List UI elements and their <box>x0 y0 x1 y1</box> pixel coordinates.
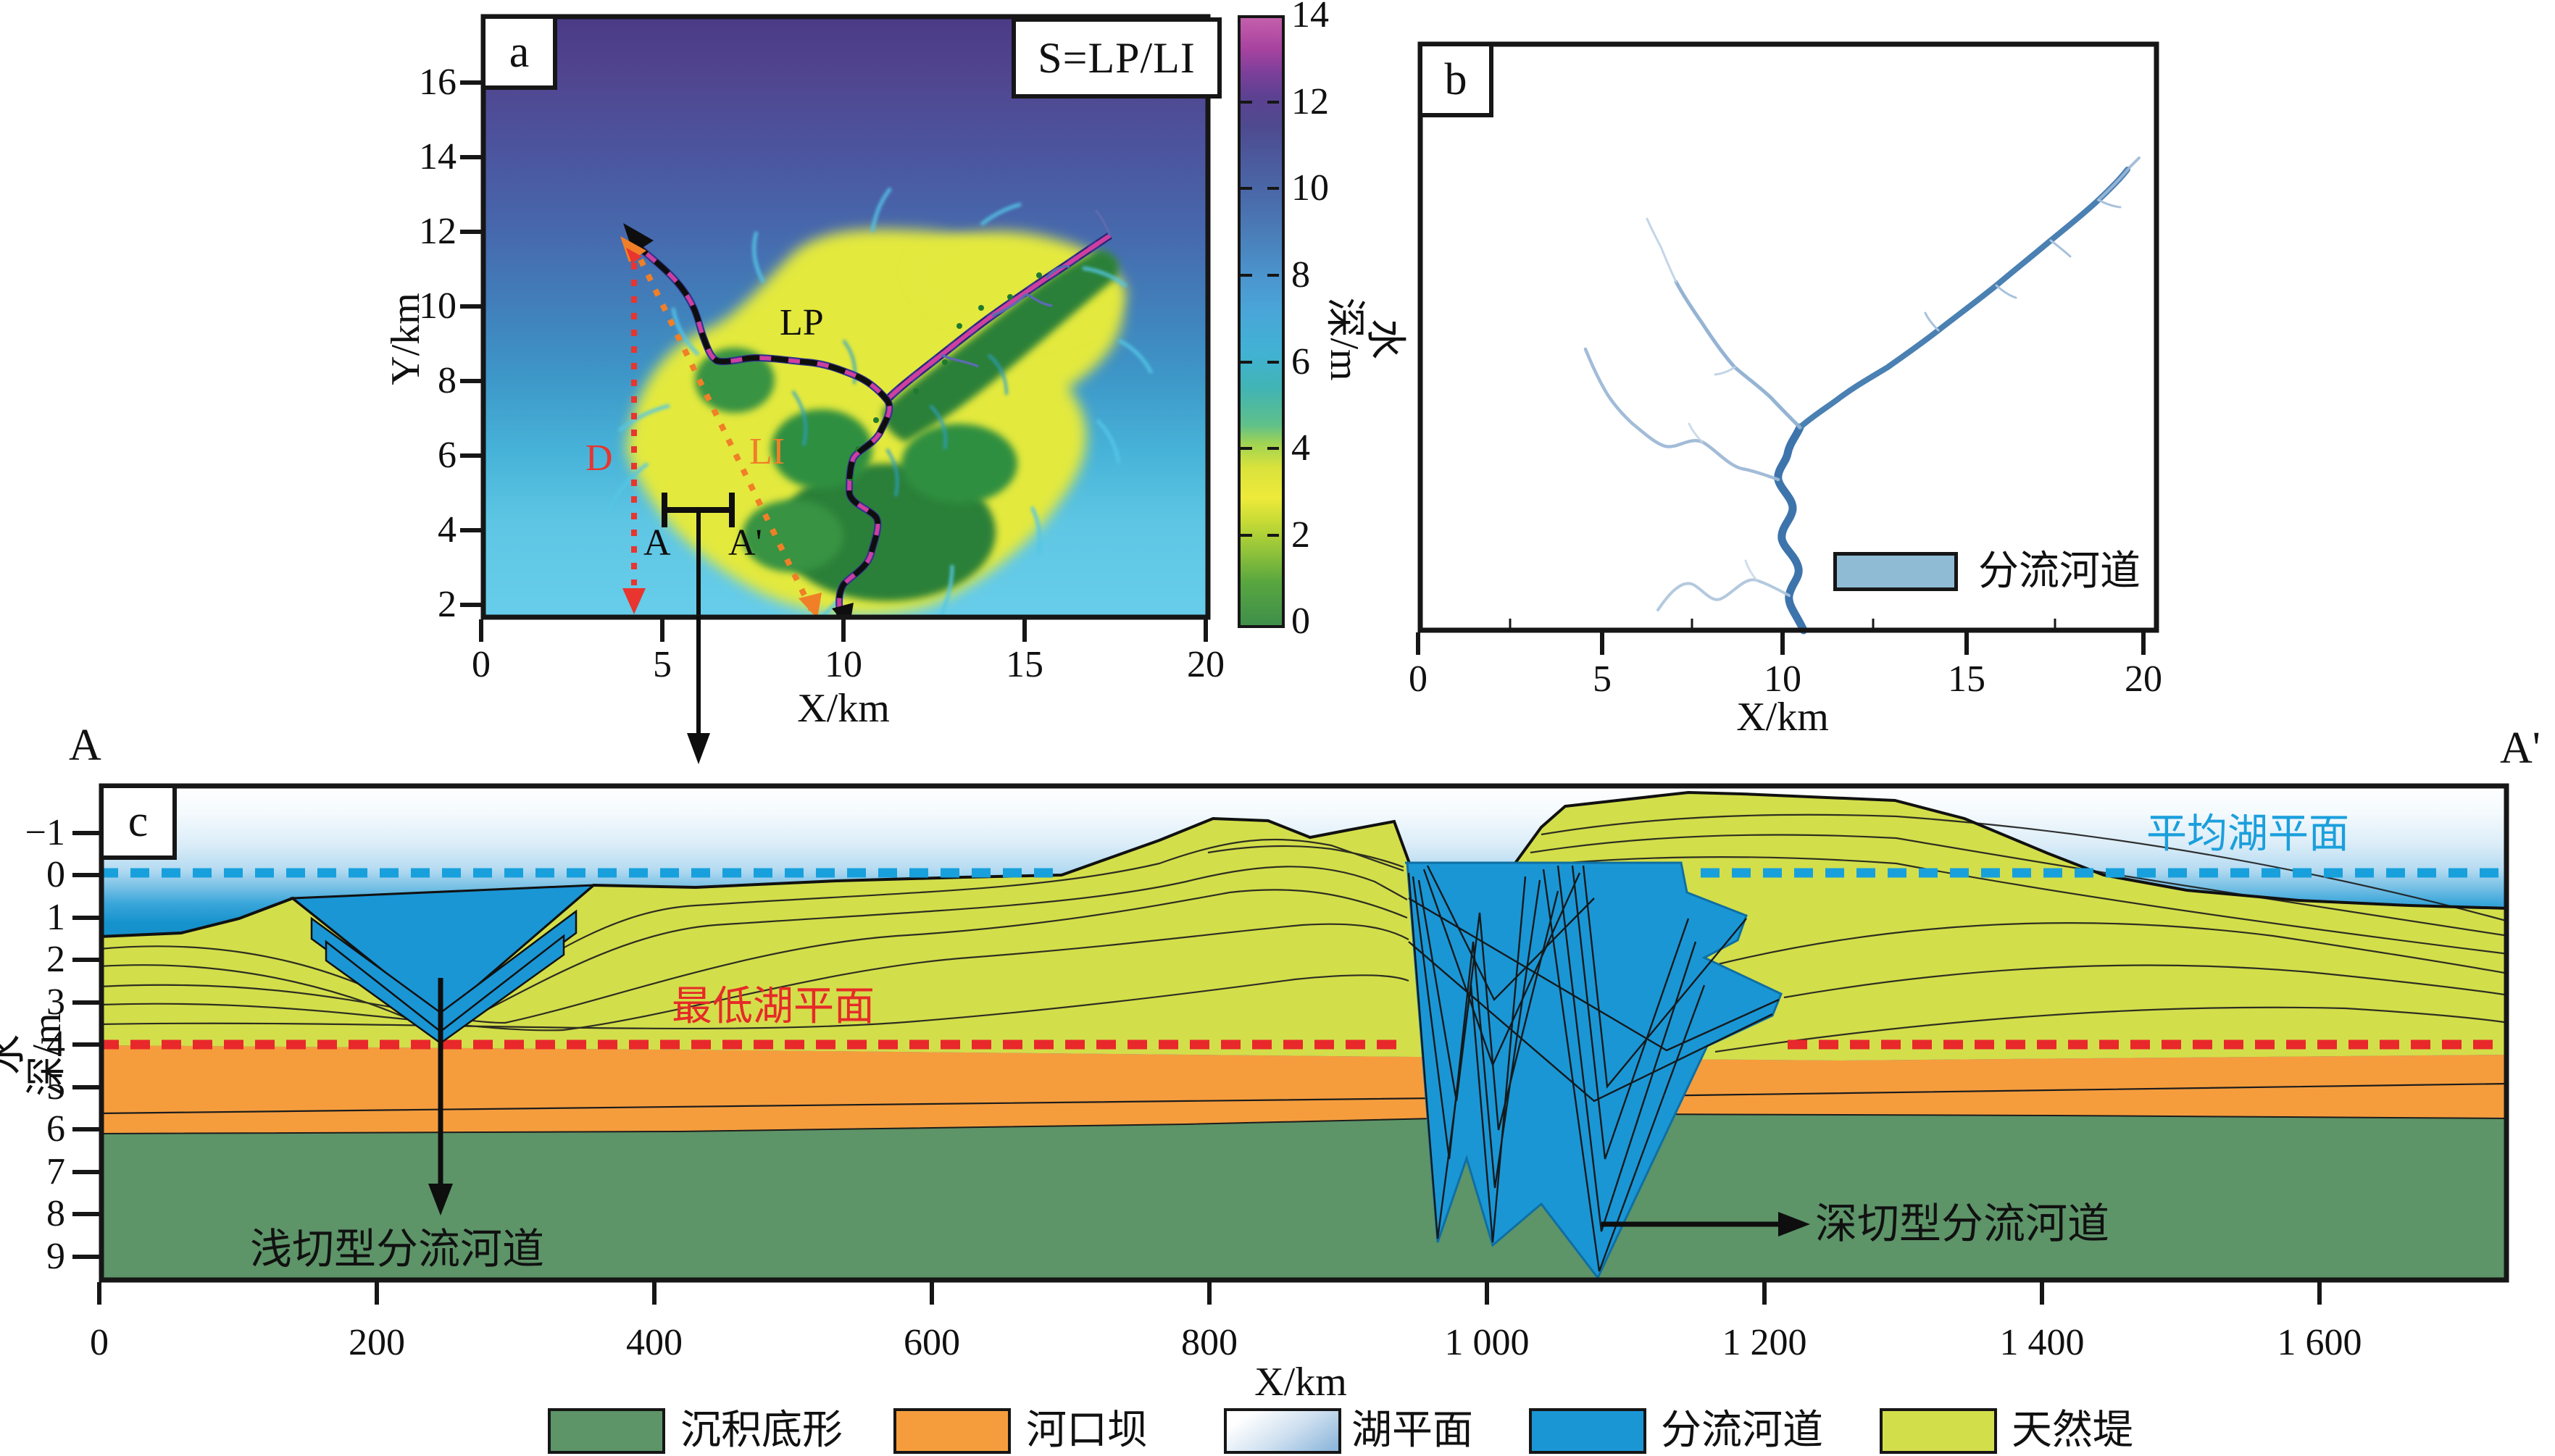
colorbar-tick-4: 6 <box>1291 341 1310 382</box>
transect-a-label: A <box>643 522 671 564</box>
panel-b-map <box>1416 41 2159 655</box>
colorbar <box>1238 15 1285 628</box>
panel-a-xlabel: X/km <box>797 686 890 731</box>
panel-b-xtick-1: 5 <box>1593 658 1612 700</box>
panel-a-ytick-0: 16 <box>419 62 457 103</box>
lp-label: LP <box>780 302 824 343</box>
panel-b-legend-label: 分流河道 <box>1978 549 2141 594</box>
panel-c-ytick-7: 6 <box>46 1108 65 1150</box>
colorbar-tick-7: 0 <box>1291 601 1310 642</box>
panel-c-xtick-5: 1 000 <box>1444 1322 1530 1363</box>
panel-c-xtick-1: 200 <box>349 1322 405 1363</box>
panel-c-ytick-5: 4 <box>46 1024 65 1065</box>
colorbar-tickmark-right-5 <box>1267 447 1279 450</box>
panel-a-ytick-3: 10 <box>419 285 457 327</box>
panel-c-ytick-4: 3 <box>46 982 65 1023</box>
panel-b-xtick-2: 10 <box>1764 658 1801 700</box>
legend-label-2: 湖平面 <box>1351 1408 1473 1453</box>
panel-a-tag-box: a <box>481 14 557 90</box>
panel-c-xtick-4: 800 <box>1181 1322 1238 1363</box>
deep-channel-label: 深切型分流河道 <box>1815 1200 2110 1247</box>
panel-a-map <box>460 14 1211 642</box>
panel-b-legend-swatch <box>1833 552 1958 591</box>
panel-a-xtick-4: 20 <box>1187 644 1225 685</box>
panel-c-tag: c <box>128 797 149 846</box>
panel-b-xtick-4: 20 <box>2125 658 2162 700</box>
colorbar-tick-5: 4 <box>1291 427 1310 469</box>
panel-a-ytick-6: 4 <box>438 509 457 551</box>
legend-swatch-3 <box>1529 1408 1646 1454</box>
panel-a-formula: S=LP/LI <box>1038 33 1196 82</box>
colorbar-label: 水深/m <box>1322 297 1407 381</box>
legend-label-3: 分流河道 <box>1661 1408 1823 1453</box>
section-start-label: A <box>69 721 101 770</box>
panel-b-tag: b <box>1444 54 1467 104</box>
panel-b-xtick-3: 15 <box>1948 658 1985 700</box>
panel-c-xtick-8: 1 600 <box>2277 1322 2362 1363</box>
panel-a-tag: a <box>509 27 530 77</box>
panel-b-xlabel: X/km <box>1736 695 1829 740</box>
colorbar-tickmark-left-5 <box>1241 447 1252 450</box>
mean-lake-level-label: 平均湖平面 <box>2146 812 2349 857</box>
colorbar-tickmark-right-1 <box>1267 101 1279 104</box>
panel-a-ytick-2: 12 <box>419 211 457 252</box>
panel-c-ytick-2: 1 <box>46 897 65 938</box>
colorbar-tickmark-left-2 <box>1241 187 1252 190</box>
colorbar-tick-6: 2 <box>1291 514 1310 556</box>
colorbar-tickmark-right-2 <box>1267 187 1279 190</box>
colorbar-tickmark-left-3 <box>1241 274 1252 277</box>
colorbar-tickmark-left-6 <box>1241 534 1252 537</box>
panel-c-xtick-7: 1 400 <box>1999 1322 2085 1363</box>
panel-a-ytick-7: 2 <box>438 584 457 625</box>
section-end-label: A' <box>2500 724 2541 773</box>
panel-c-ytick-9: 8 <box>46 1193 65 1234</box>
legend-swatch-2 <box>1224 1408 1341 1454</box>
shallow-channel-label: 浅切型分流河道 <box>250 1226 545 1273</box>
panel-a-xtick-2: 10 <box>825 644 862 685</box>
colorbar-tickmark-left-1 <box>1241 101 1252 104</box>
panel-c-xtick-6: 1 200 <box>1722 1322 1807 1363</box>
panel-c-xtick-3: 600 <box>904 1322 960 1363</box>
panel-a-xtick-1: 5 <box>653 644 672 685</box>
panel-c-ytick-6: 5 <box>46 1066 65 1108</box>
legend-swatch-1 <box>893 1408 1011 1454</box>
colorbar-tickmark-right-4 <box>1267 361 1279 364</box>
colorbar-tick-3: 8 <box>1291 254 1310 296</box>
panel-b-tag-box: b <box>1418 42 1493 117</box>
colorbar-tickmark-right-6 <box>1267 534 1279 537</box>
panel-c-ytick-3: 2 <box>46 939 65 980</box>
panel-a-ytick-1: 14 <box>419 136 457 177</box>
panel-c-ytick-8: 7 <box>46 1151 65 1192</box>
colorbar-tick-0: 14 <box>1291 0 1329 35</box>
legend-swatch-4 <box>1880 1408 1997 1454</box>
panel-c-ytick-10: 9 <box>46 1236 65 1277</box>
legend-swatch-0 <box>548 1408 665 1454</box>
panel-a-ytick-5: 6 <box>438 435 457 476</box>
legend-label-0: 沉积底形 <box>680 1408 843 1453</box>
panel-c-section <box>72 783 2509 1305</box>
panel-c-xlabel: X/km <box>1254 1360 1347 1405</box>
section-arrow <box>687 616 710 764</box>
legend-label-4: 天然堤 <box>2012 1408 2133 1453</box>
legend-label-1: 河口坝 <box>1026 1408 1148 1453</box>
panel-a-xtick-0: 0 <box>472 644 491 685</box>
panel-a-ytick-4: 8 <box>438 360 457 401</box>
transect-a-prime-label: A' <box>728 522 762 564</box>
colorbar-tickmark-right-3 <box>1267 274 1279 277</box>
panel-c-xtick-2: 400 <box>626 1322 683 1363</box>
panel-c-ytick-0: −1 <box>25 812 65 853</box>
colorbar-tick-1: 12 <box>1291 81 1329 122</box>
li-label: LI <box>749 431 785 472</box>
panel-a-xtick-3: 15 <box>1006 644 1043 685</box>
d-label: D <box>585 438 613 479</box>
colorbar-tick-2: 10 <box>1291 167 1329 209</box>
lowest-lake-level-label: 最低湖平面 <box>672 984 875 1029</box>
colorbar-tickmark-left-4 <box>1241 361 1252 364</box>
panel-c-tag-box: c <box>99 784 177 860</box>
panel-c-ytick-1: 0 <box>46 854 65 895</box>
panel-b-xtick-0: 0 <box>1409 658 1427 700</box>
panel-a-formula-box: S=LP/LI <box>1012 17 1222 99</box>
panel-c-xtick-0: 0 <box>90 1322 109 1363</box>
